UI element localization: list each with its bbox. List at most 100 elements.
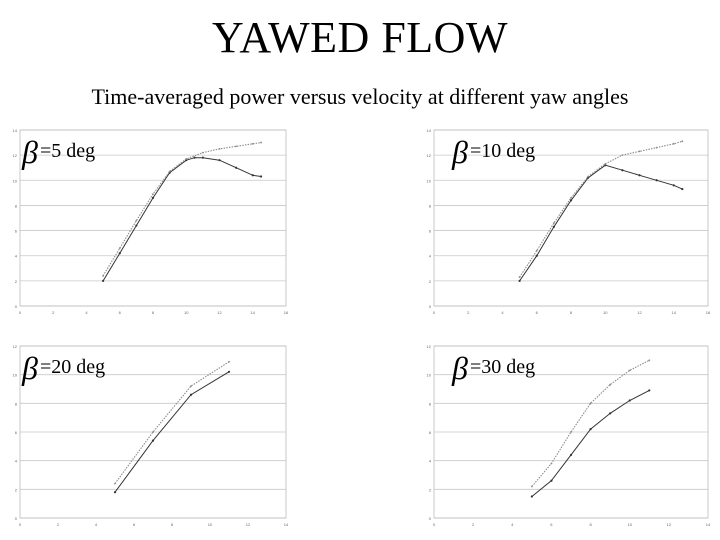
data-point-dotted	[201, 151, 204, 154]
x-tick-label: 6	[536, 310, 539, 315]
x-tick-label: 12	[667, 522, 672, 527]
data-point-solid	[638, 174, 641, 177]
data-point-solid	[135, 224, 138, 227]
y-tick-label: 4	[429, 459, 432, 464]
data-point-solid	[621, 169, 624, 172]
data-point-solid	[235, 166, 238, 169]
data-point-solid	[251, 174, 254, 177]
beta-label-10: β =10 deg	[452, 134, 535, 171]
data-point-dotted	[570, 431, 572, 433]
x-tick-label: 0	[433, 522, 436, 527]
beta-label-20: β =20 deg	[22, 350, 105, 387]
y-tick-label: 8	[15, 401, 18, 406]
data-point-solid	[569, 199, 573, 202]
chart-svg: 0 2 4 6 8 10 12 14 0 2 4 6 8 10 12 14 16	[13, 128, 289, 315]
data-point-dotted	[135, 219, 138, 222]
data-point-solid	[189, 393, 193, 396]
series-line-solid	[102, 157, 262, 282]
data-point-dotted	[228, 360, 230, 363]
series-line-solid	[519, 164, 683, 282]
chart-panel-beta-30: 0 2 4 6 8 10 12 0 2 4 6 8 10 12 14	[420, 338, 720, 540]
beta-value-text: =5 deg	[39, 140, 96, 162]
data-point-solid	[681, 187, 684, 191]
data-point-solid	[589, 428, 592, 431]
y-tick-label: 0	[429, 304, 432, 309]
data-point-solid	[672, 184, 675, 187]
plot-frame	[433, 345, 709, 519]
data-point-dotted	[589, 402, 592, 405]
y-tick-label: 6	[429, 430, 432, 435]
data-point-solid	[655, 179, 658, 182]
beta-symbol: β	[452, 350, 468, 386]
y-tick-label: 2	[429, 279, 432, 284]
x-tick-label: 10	[208, 522, 213, 527]
beta-value-text: =30 deg	[469, 356, 536, 378]
x-tick-label: 16	[706, 310, 711, 315]
data-point-dotted	[260, 141, 262, 144]
data-point-dotted	[168, 170, 171, 173]
chart-panel-beta-5: 0 2 4 6 8 10 12 14 0 2 4 6 8 10 12 14 16	[6, 122, 298, 328]
y-tick-label: 8	[429, 401, 432, 406]
x-tick-label: 14	[672, 310, 677, 315]
y-tick-label: 10	[427, 373, 432, 378]
data-point-dotted	[535, 249, 538, 252]
x-tick-label: 10	[184, 310, 189, 315]
x-tick-label: 14	[284, 522, 289, 527]
data-point-dotted	[681, 140, 684, 143]
series-line-dotted	[519, 140, 683, 278]
data-point-solid	[569, 453, 573, 457]
y-tick-label: 0	[15, 516, 18, 521]
data-point-solid	[550, 479, 553, 482]
y-tick-label: 6	[15, 229, 18, 234]
data-point-dotted	[609, 383, 612, 386]
data-point-solid	[535, 254, 538, 257]
y-tick-label: 8	[429, 203, 432, 208]
data-point-dotted	[672, 142, 675, 145]
data-point-dotted	[185, 158, 188, 160]
data-point-dotted	[550, 462, 553, 465]
x-tick-label: 8	[171, 522, 174, 527]
data-point-dotted	[218, 147, 221, 150]
data-point-solid	[201, 156, 204, 159]
data-point-dotted	[114, 482, 116, 485]
x-tick-label: 10	[603, 310, 608, 315]
y-tick-label: 14	[13, 128, 18, 133]
x-tick-label: 0	[433, 310, 436, 315]
beta-value-text: =20 deg	[39, 356, 106, 378]
x-tick-label: 16	[284, 310, 289, 315]
y-tick-label: 2	[15, 487, 18, 492]
data-point-dotted	[628, 369, 631, 372]
data-point-solid	[193, 156, 196, 159]
data-point-solid	[530, 495, 533, 498]
data-point-dotted	[638, 150, 641, 153]
x-tick-label: 4	[511, 522, 514, 527]
chart-svg: 0 2 4 6 8 10 12 0 2 4 6 8 10 12 14	[427, 344, 711, 527]
data-point-solid	[102, 279, 105, 282]
y-tick-label: 4	[15, 254, 18, 259]
x-tick-label: 14	[706, 522, 711, 527]
data-point-dotted	[518, 276, 521, 278]
data-point-dotted	[655, 146, 658, 149]
x-tick-label: 2	[472, 522, 475, 527]
y-tick-label: 2	[15, 279, 18, 284]
y-tick-label: 12	[427, 344, 432, 349]
y-tick-label: 4	[15, 459, 18, 464]
data-point-solid	[628, 399, 631, 402]
data-point-solid	[118, 252, 121, 255]
x-tick-label: 8	[152, 310, 155, 315]
data-point-dotted	[152, 193, 154, 196]
beta-symbol: β	[452, 134, 468, 170]
beta-value-text: =10 deg	[469, 140, 536, 162]
chart-panel-beta-20: 0 2 4 6 8 10 12 0 2 4 6 8 10 12 14	[6, 338, 298, 540]
data-point-solid	[648, 389, 651, 392]
y-tick-label: 8	[15, 203, 18, 208]
x-tick-label: 0	[19, 310, 22, 315]
x-tick-label: 10	[627, 522, 632, 527]
data-point-dotted	[235, 145, 238, 148]
series-line-dotted	[531, 359, 650, 487]
data-point-dotted	[118, 247, 121, 250]
page-subtitle: Time-averaged power versus velocity at d…	[91, 84, 629, 109]
data-point-dotted	[621, 154, 624, 157]
data-point-dotted	[251, 142, 254, 145]
data-point-dotted	[648, 359, 651, 362]
